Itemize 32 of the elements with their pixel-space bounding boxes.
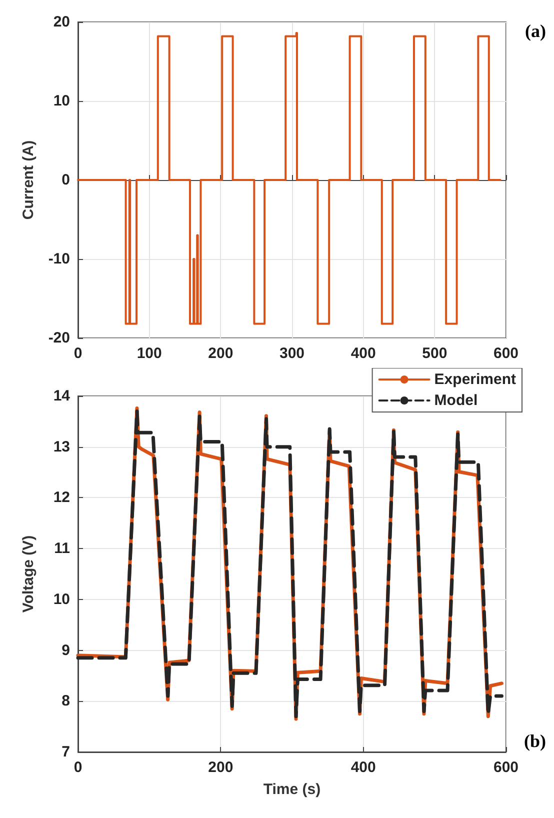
x-tick-label: 200: [208, 345, 234, 362]
y-tick-label: -20: [48, 330, 70, 346]
legend-label: Model: [434, 392, 478, 409]
y-axis-title: Current (A): [20, 140, 37, 220]
y-tick-label: 11: [54, 540, 70, 558]
x-tick-label: 500: [422, 345, 448, 362]
x-tick-label: 100: [136, 345, 162, 362]
text: (b): [524, 731, 546, 751]
x-tick-label: 300: [279, 345, 305, 362]
y-tick-label: 9: [62, 642, 70, 659]
line-series: [77, 32, 502, 325]
y-tick-label: 10: [53, 590, 70, 608]
x-tick-label: 400: [350, 759, 376, 776]
x-tick-label: 200: [208, 759, 234, 776]
y-tick-label: 7: [62, 744, 70, 760]
y-tick-label: 13: [53, 438, 70, 456]
y-tick-label: 10: [53, 92, 70, 110]
x-axis-title: Time (s): [263, 781, 321, 798]
x-tick-label: 600: [493, 759, 519, 776]
y-tick-label: 0: [62, 172, 70, 188]
x-tick-label: 400: [350, 345, 376, 362]
y-tick-label: 14: [53, 388, 71, 404]
legend-label: Experiment: [434, 371, 516, 388]
y-tick-label: 8: [62, 692, 70, 710]
x-tick-label: 0: [74, 759, 82, 776]
x-tick-label: 0: [74, 345, 82, 362]
y-tick-label: 12: [53, 489, 70, 506]
y-tick-label: -10: [48, 250, 70, 268]
text: (a): [525, 21, 546, 41]
y-tick-label: 20: [53, 14, 70, 30]
x-tick-label: 600: [493, 345, 519, 362]
y-axis-title: Voltage (V): [20, 535, 37, 613]
